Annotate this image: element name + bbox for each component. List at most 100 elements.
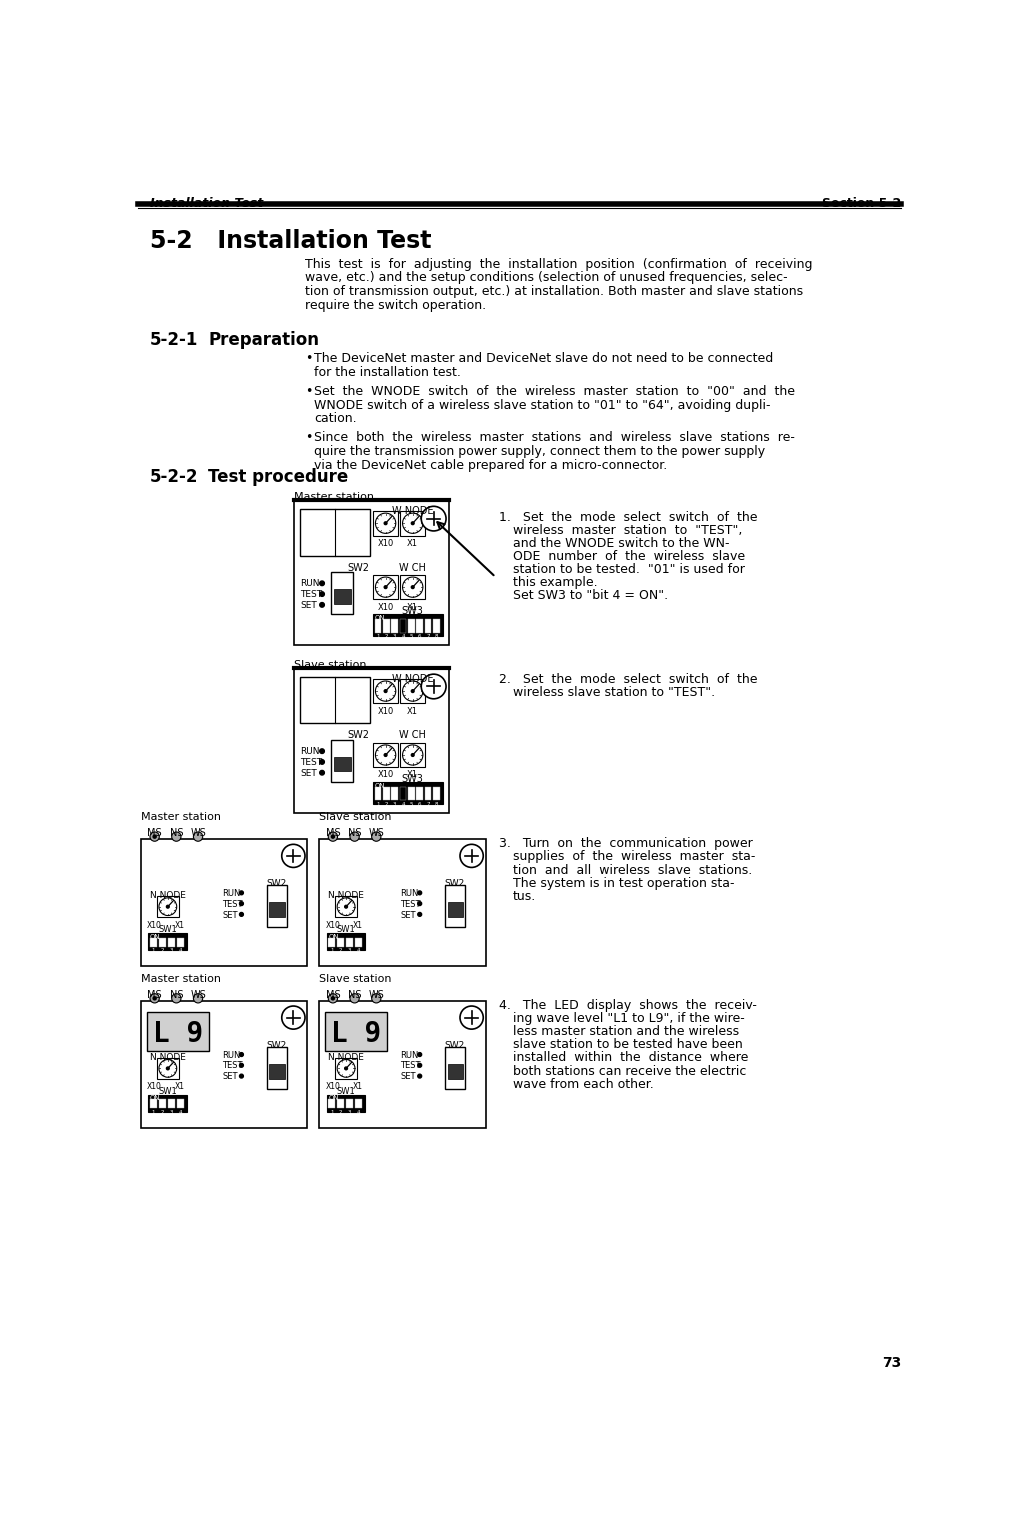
Circle shape [421, 506, 446, 530]
Text: Section 5-2: Section 5-2 [821, 197, 901, 209]
Circle shape [418, 902, 422, 905]
Text: X1: X1 [353, 1082, 363, 1091]
Circle shape [418, 891, 422, 895]
Text: SW2: SW2 [444, 879, 464, 888]
Bar [400, 787, 407, 801]
Bar [150, 938, 157, 947]
Text: SW2: SW2 [444, 1041, 464, 1050]
Bar [157, 896, 178, 918]
Text: WS: WS [368, 990, 384, 1001]
Text: TEST: TEST [300, 758, 322, 767]
Bar [141, 839, 307, 965]
Text: 2.   Set  the  mode  select  switch  of  the: 2. Set the mode select switch of the [499, 673, 757, 686]
Text: Master station: Master station [141, 974, 221, 984]
Circle shape [194, 994, 203, 1004]
Text: 1: 1 [331, 948, 334, 953]
Bar [176, 938, 184, 947]
Circle shape [319, 749, 324, 753]
Text: cation.: cation. [314, 412, 357, 426]
Text: 1: 1 [152, 948, 155, 953]
Text: TEST: TEST [222, 1062, 242, 1070]
Text: 5-2   Installation Test: 5-2 Installation Test [150, 229, 432, 254]
Text: WNODE switch of a wireless slave station to "01" to "64", avoiding dupli-: WNODE switch of a wireless slave station… [314, 398, 771, 412]
Text: 8: 8 [435, 635, 438, 639]
Text: W NODE: W NODE [392, 506, 433, 516]
Text: 73: 73 [882, 1356, 901, 1371]
Circle shape [384, 753, 387, 756]
Bar [267, 1047, 287, 1090]
Bar [401, 510, 425, 535]
Text: ODE  number  of  the  wireless  slave: ODE number of the wireless slave [513, 550, 745, 563]
Text: SET: SET [300, 768, 317, 778]
Text: Set  the  WNODE  switch  of  the  wireless  master  station  to  "00"  and  the: Set the WNODE switch of the wireless mas… [314, 384, 795, 398]
Text: •: • [305, 352, 312, 366]
Text: SET: SET [401, 910, 416, 919]
Text: tion of transmission output, etc.) at installation. Both master and slave statio: tion of transmission output, etc.) at in… [305, 286, 803, 298]
Bar [294, 669, 449, 813]
Text: X10: X10 [377, 770, 393, 779]
Text: 4: 4 [178, 948, 183, 953]
Bar [401, 742, 425, 767]
Bar [373, 742, 399, 767]
Circle shape [150, 994, 159, 1004]
Text: station to be tested.  "01" is used for: station to be tested. "01" is used for [513, 563, 744, 576]
Bar [141, 1001, 307, 1128]
Text: The DeviceNet master and DeviceNet slave do not need to be connected: The DeviceNet master and DeviceNet slave… [314, 352, 774, 366]
Text: 3: 3 [348, 1110, 352, 1114]
Circle shape [239, 1064, 243, 1067]
Text: X1: X1 [353, 921, 363, 930]
Circle shape [403, 576, 423, 598]
Text: 3: 3 [393, 635, 396, 639]
Text: RUN: RUN [300, 579, 319, 589]
Bar [355, 938, 362, 947]
Bar [332, 572, 353, 615]
Circle shape [171, 994, 182, 1004]
Text: X1: X1 [174, 1082, 185, 1091]
Text: 5: 5 [410, 802, 413, 807]
Text: 2: 2 [384, 802, 388, 807]
Text: 7: 7 [426, 635, 430, 639]
Circle shape [194, 832, 203, 841]
Text: X1: X1 [408, 707, 418, 716]
Circle shape [418, 1053, 422, 1056]
Bar [375, 619, 381, 633]
Text: 4: 4 [402, 802, 405, 807]
Text: 5: 5 [410, 635, 413, 639]
Text: ON: ON [375, 782, 385, 788]
Bar [327, 1094, 365, 1111]
Text: NS: NS [169, 990, 184, 1001]
Text: MS: MS [325, 828, 341, 838]
Text: X10: X10 [377, 538, 393, 547]
Text: WS: WS [368, 828, 384, 838]
Text: W CH: W CH [400, 730, 426, 741]
Text: Slave station: Slave station [319, 974, 391, 984]
Circle shape [239, 1074, 243, 1077]
Bar [373, 510, 399, 535]
Text: ON: ON [150, 1096, 160, 1102]
Text: SW1: SW1 [337, 925, 356, 934]
Text: X1: X1 [408, 538, 418, 547]
Text: SW3: SW3 [402, 775, 424, 784]
Text: Preparation: Preparation [208, 330, 319, 349]
Bar [319, 839, 486, 965]
Bar [147, 1013, 209, 1051]
Bar [346, 938, 353, 947]
Circle shape [239, 913, 243, 916]
Circle shape [384, 690, 387, 693]
Text: SW1: SW1 [337, 1087, 356, 1096]
Text: 3: 3 [169, 948, 173, 953]
Text: tus.: tus. [513, 890, 536, 902]
Text: 5-2-2: 5-2-2 [150, 467, 199, 486]
Circle shape [166, 905, 169, 908]
Text: quire the transmission power supply, connect them to the power supply: quire the transmission power supply, con… [314, 444, 766, 458]
Circle shape [166, 1067, 169, 1070]
Text: •: • [305, 430, 312, 444]
Text: 6: 6 [418, 802, 422, 807]
Text: ing wave level "L1 to L9", if the wire-: ing wave level "L1 to L9", if the wire- [513, 1013, 744, 1025]
Bar [417, 619, 423, 633]
Circle shape [239, 1053, 243, 1056]
Text: •: • [305, 384, 312, 398]
Text: via the DeviceNet cable prepared for a micro-connector.: via the DeviceNet cable prepared for a m… [314, 458, 667, 472]
Bar [332, 739, 353, 782]
Bar [391, 619, 399, 633]
